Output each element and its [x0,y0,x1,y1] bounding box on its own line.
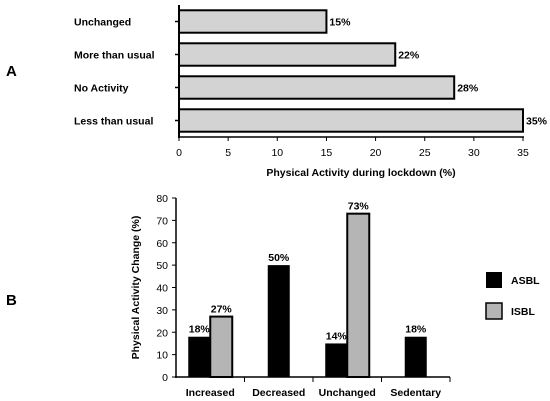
panel-a-label: A [6,63,17,80]
data-label: 18% [405,324,427,336]
data-label: 15% [329,17,351,29]
x-tick-label: 35 [517,147,529,159]
bar-isbl-increased [209,315,234,378]
y-tick-label: 70 [156,215,168,227]
category-label: Less than usual [74,116,153,128]
x-tick-label: 20 [370,147,382,159]
y-tick-label: 60 [156,238,168,250]
bar-asbl-decreased [267,265,290,377]
data-label: 27% [211,304,233,316]
bar-asbl-increased [188,336,211,377]
bar-less-than-usual [178,108,524,133]
x-tick-label: 25 [419,147,431,159]
category-label: Unchanged [319,387,376,399]
category-label: Increased [186,387,235,399]
legend-swatch-asbl [486,272,502,288]
category-label: More than usual [74,50,155,62]
data-label: 18% [189,324,211,336]
data-label: 28% [457,83,479,95]
x-tick-label: 30 [468,147,480,159]
x-axis-title: Physical Activity during lockdown (%) [266,167,455,179]
category-label: No Activity [74,83,129,95]
x-tick-label: 10 [271,147,283,159]
y-tick-label: 0 [162,372,168,384]
data-label: 22% [398,50,420,62]
y-tick-label: 40 [156,283,168,295]
x-tick-label: 15 [321,147,333,159]
category-label: Sedentary [390,387,441,399]
x-tick-label: 0 [176,147,182,159]
y-tick-label: 80 [156,193,168,205]
bar-unchanged [178,9,328,34]
bar-more-than-usual [178,42,397,67]
legend-label: ASBL [511,275,540,287]
bar-no-activity [178,75,456,100]
data-label: 14% [326,330,348,342]
y-tick-label: 10 [156,350,168,362]
panel-b-label: B [6,292,17,309]
x-tick-label: 5 [225,147,231,159]
category-label: Unchanged [74,17,131,29]
data-label: 35% [526,116,548,128]
data-label: 73% [348,201,370,213]
data-label: 50% [268,252,290,264]
legend-swatch-isbl [485,302,503,320]
chart-a-horizontal-bar: Unchanged 15% More than usual 22% No Activit… [74,5,548,179]
category-label: Decreased [252,387,305,399]
bar-isbl-unchanged [346,212,371,378]
bar-asbl-unchanged [325,343,348,377]
y-axis-title: Physical Activity Change (%) [130,216,142,360]
y-tick-label: 30 [156,305,168,317]
legend-label: ISBL [511,306,536,318]
y-tick-label: 20 [156,327,168,339]
bar-asbl-sedentary [404,336,427,377]
chart-b-grouped-bar: 0102030405060708018%27%Increased50%Decre… [130,193,540,399]
y-tick-label: 50 [156,260,168,272]
